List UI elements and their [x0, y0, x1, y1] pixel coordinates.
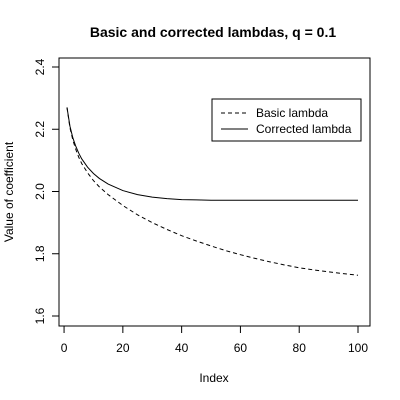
plot-frame: [58, 57, 371, 327]
x-axis-label: Index: [199, 371, 228, 385]
x-tick-label: 100: [348, 341, 368, 355]
x-tick-label: 40: [175, 341, 189, 355]
y-axis-label: Value of coefficient: [2, 141, 16, 242]
chart-title: Basic and corrected lambdas, q = 0.1: [90, 24, 336, 40]
x-tick-label: 0: [61, 341, 68, 355]
legend-label: Corrected lambda: [256, 122, 352, 136]
x-tick-label: 80: [293, 341, 307, 355]
y-tick-label: 2.2: [33, 121, 47, 138]
series-line-corrected-lambda: [66, 107, 358, 201]
x-axis: 0 20 40 60 80 100: [61, 325, 368, 355]
y-axis: 1.6 1.8 2.0 2.2 2.4: [33, 58, 60, 324]
legend-label: Basic lambda: [256, 106, 328, 120]
legend-box: [211, 98, 362, 142]
x-tick-label: 60: [234, 341, 248, 355]
x-tick-label: 20: [116, 341, 130, 355]
y-tick-label: 1.8: [33, 245, 47, 262]
y-tick-label: 2.0: [33, 183, 47, 200]
y-tick-label: 1.6: [33, 307, 47, 324]
legend: Basic lambda Corrected lambda: [211, 98, 362, 142]
y-tick-label: 2.4: [33, 58, 47, 75]
series-layer: [66, 107, 359, 276]
